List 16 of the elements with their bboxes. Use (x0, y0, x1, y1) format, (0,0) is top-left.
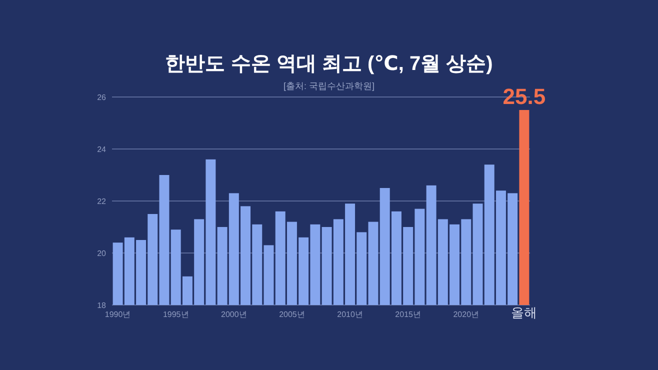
x-tick-label: 2000년 (221, 310, 247, 319)
x-tick-label: 2015년 (395, 310, 421, 319)
y-tick-label: 18 (97, 301, 107, 310)
y-tick-label: 20 (97, 249, 107, 258)
data-label: 25.5 (502, 84, 546, 109)
x-tick-label: 2020년 (453, 310, 480, 319)
y-tick-label: 22 (97, 197, 107, 206)
x-tick-label: 올해 (511, 305, 538, 320)
x-tick-label: 2005년 (279, 310, 305, 319)
y-tick-label: 26 (97, 93, 107, 102)
chart-title: 한반도 수온 역대 최고 (℃, 7월 상순) (165, 53, 493, 75)
x-tick-label: 1995년 (162, 310, 189, 319)
y-tick-label: 24 (97, 145, 107, 154)
x-tick-label: 1990년 (104, 310, 131, 319)
x-tick-label: 2010년 (337, 310, 363, 319)
text: [출처: 국립수산과학원] (283, 81, 375, 91)
